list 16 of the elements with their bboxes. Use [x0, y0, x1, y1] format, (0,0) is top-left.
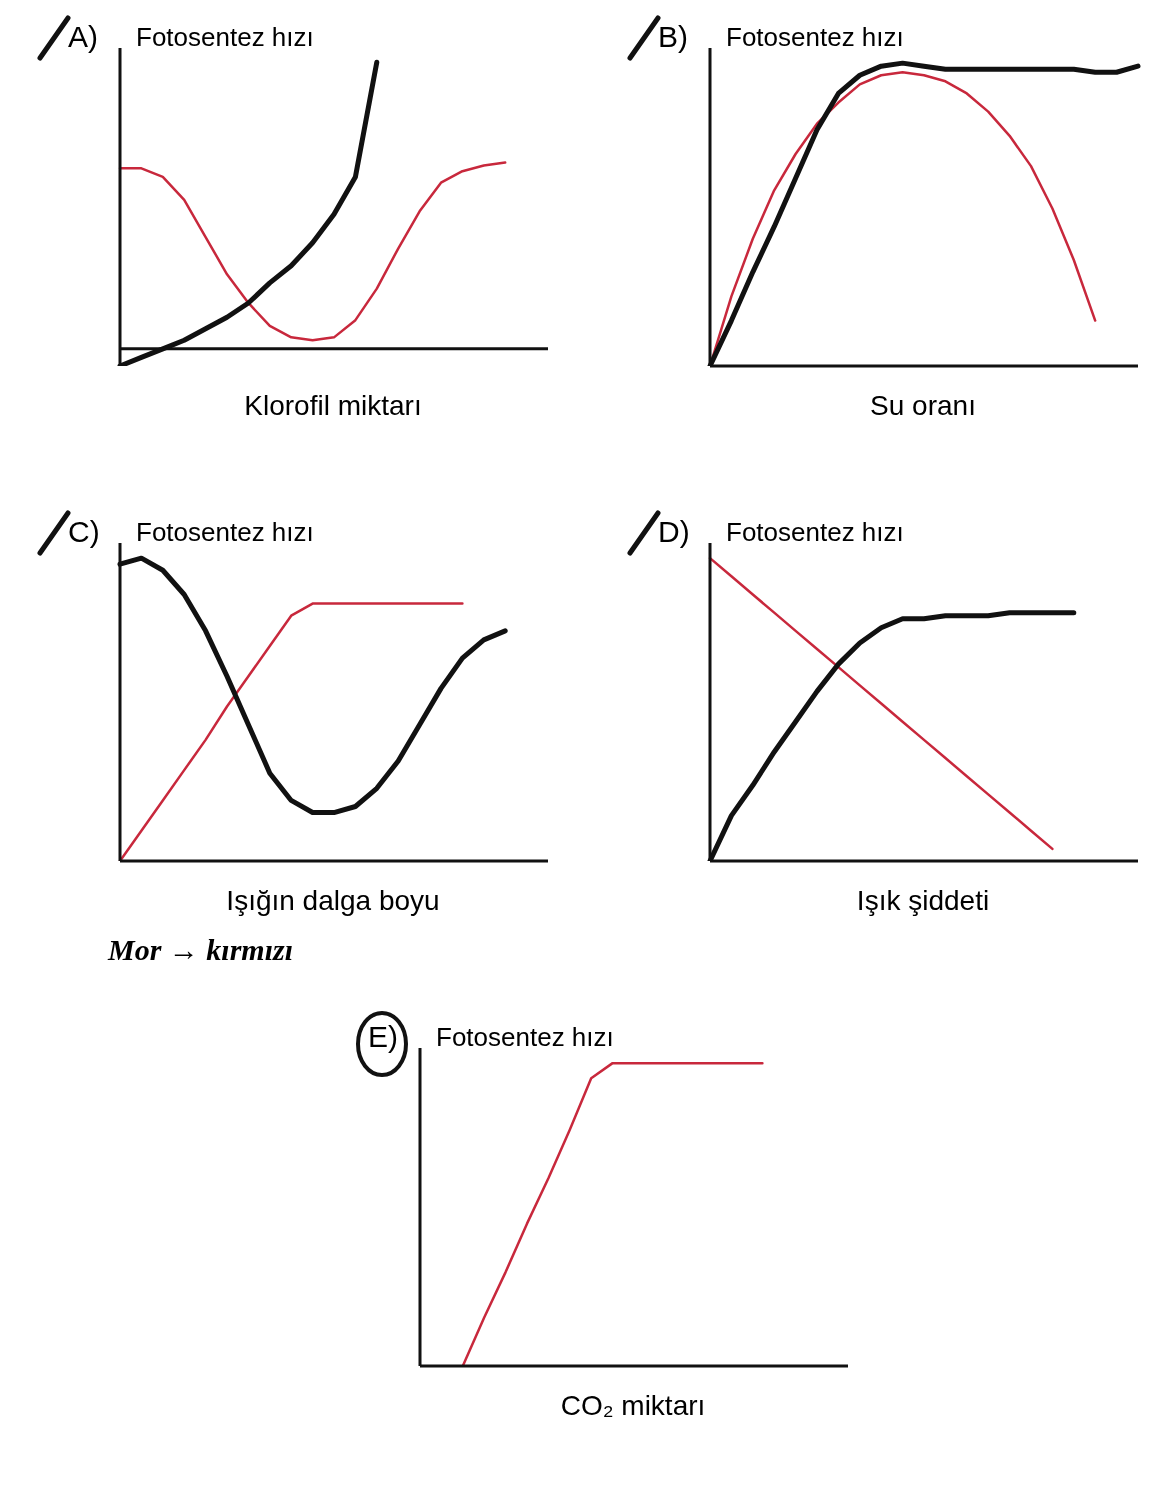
x-axis-title: Işığın dalga boyu: [225, 885, 441, 917]
chart-title: B): [658, 20, 688, 54]
x-axis-title: Işık şiddeti: [855, 885, 991, 917]
x-axis-title: Klorofil miktarı: [243, 390, 423, 422]
chart-title: A): [68, 20, 98, 54]
chart-title: D): [658, 515, 690, 549]
x-axis-title: Su oranı: [869, 390, 977, 422]
chart-title: C): [68, 515, 100, 549]
y-axis-title: Fotosentez hızı: [136, 22, 314, 53]
y-axis-title: Fotosentez hızı: [436, 1022, 614, 1053]
chart-title: E): [368, 1020, 398, 1054]
y-axis-title: Fotosentez hızı: [726, 22, 904, 53]
x-axis-title: CO₂ miktarı: [559, 1390, 707, 1422]
text: Mor → kırmızı: [108, 933, 294, 967]
y-axis-title: Fotosentez hızı: [136, 517, 314, 548]
y-axis-title: Fotosentez hızı: [726, 517, 904, 548]
